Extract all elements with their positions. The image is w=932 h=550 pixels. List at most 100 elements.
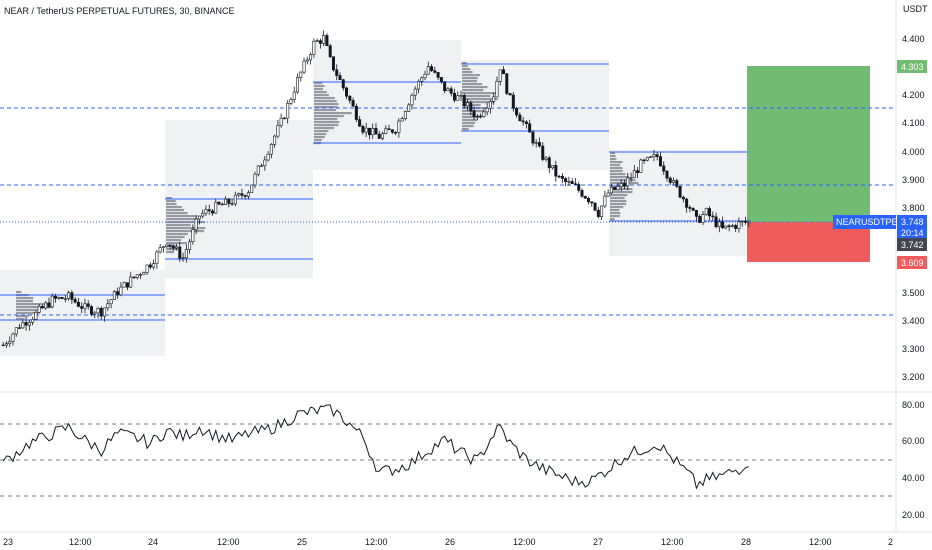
- candle-body: [358, 119, 362, 127]
- volume-profile-bar: [610, 176, 630, 179]
- candle-body: [197, 215, 201, 220]
- candle-body: [263, 159, 267, 167]
- entry-price-label: 3.748: [901, 217, 924, 227]
- candle-body: [743, 220, 747, 223]
- candle-body: [387, 128, 391, 131]
- time-tick-label: 23: [3, 537, 13, 547]
- candle-body: [243, 195, 247, 197]
- candle-body: [318, 40, 322, 44]
- volume-profile-bar: [462, 71, 473, 74]
- symbol-tag-label: NEARUSDTPERP: [836, 217, 910, 227]
- candle-body: [83, 303, 87, 309]
- candle-body: [125, 282, 129, 288]
- candle-body: [544, 157, 548, 160]
- candle-body: [400, 118, 404, 122]
- candle-body: [528, 123, 532, 133]
- candle-body: [224, 198, 228, 205]
- volume-profile-bar: [462, 68, 471, 71]
- volume-profile-bar: [16, 306, 53, 309]
- candle-body: [655, 154, 659, 157]
- candle-body: [698, 216, 702, 223]
- entry-price-tag: [897, 215, 927, 239]
- candle-body: [708, 208, 712, 217]
- volume-profile-bar: [462, 62, 467, 65]
- candle-body: [632, 170, 636, 178]
- time-tick-label: 12:00: [809, 537, 832, 547]
- last-price-tag: [897, 238, 927, 251]
- candle-body: [390, 129, 394, 133]
- candle-body: [652, 154, 656, 158]
- volume-profile-bar: [314, 118, 338, 121]
- volume-profile-bar: [610, 200, 627, 203]
- candle-body: [168, 244, 172, 247]
- candle-body: [171, 245, 175, 249]
- candle-body: [181, 257, 185, 259]
- candle-body: [416, 81, 420, 90]
- volume-profile-bar: [462, 122, 475, 125]
- candle-body: [721, 221, 725, 229]
- candle-body: [426, 66, 430, 75]
- stop-price-tag: [897, 256, 927, 269]
- volume-profile-bar: [610, 215, 620, 218]
- candle-body: [312, 40, 316, 55]
- candle-body: [452, 92, 456, 101]
- candle-body: [276, 125, 280, 137]
- volume-profile-bar: [462, 128, 469, 131]
- volume-profile-bar: [314, 94, 329, 97]
- price-tick-label: 3.200: [902, 372, 925, 382]
- candle-body: [436, 72, 440, 78]
- candle-body: [410, 94, 414, 106]
- volume-profile-bar: [166, 203, 177, 206]
- candle-body: [371, 128, 375, 136]
- candle-body: [498, 69, 502, 82]
- volume-profile-bar: [314, 121, 340, 124]
- price-tick-label: 3.800: [902, 203, 925, 213]
- volume-profile-bar: [166, 215, 198, 218]
- candle-body: [67, 292, 71, 299]
- price-tick-label: 3.400: [902, 316, 925, 326]
- volume-profile-bar: [16, 303, 48, 306]
- candle-body: [423, 73, 427, 79]
- symbol-tag: [833, 215, 896, 229]
- volume-profile-bar: [462, 101, 495, 104]
- candle-body: [590, 201, 594, 204]
- candle-body: [580, 190, 584, 197]
- price-tick-label: 3.300: [902, 344, 925, 354]
- candle-body: [305, 59, 309, 62]
- volume-profile-bar: [314, 112, 352, 115]
- take-profit-zone[interactable]: [747, 66, 870, 222]
- target-price-label: 4.303: [901, 62, 924, 72]
- candle-body: [279, 117, 283, 126]
- candle-body: [364, 127, 368, 133]
- candle-body: [227, 198, 231, 204]
- candle-body: [466, 102, 470, 107]
- price-tick-label: 4.100: [902, 118, 925, 128]
- candle-body: [119, 286, 123, 296]
- candle-body: [734, 225, 738, 229]
- stop-price-label: 3.609: [901, 258, 924, 268]
- candle-body: [488, 101, 492, 109]
- candle-body: [269, 144, 273, 155]
- volume-profile-bar: [610, 161, 623, 164]
- candle-body: [37, 306, 41, 313]
- volume-profile-bar: [314, 103, 339, 106]
- candle-body: [626, 177, 630, 187]
- candle-body: [629, 177, 633, 179]
- volume-profile-bar: [462, 86, 488, 89]
- candle-body: [63, 298, 67, 300]
- candle-body: [534, 142, 538, 144]
- volume-profile-bar: [16, 297, 34, 300]
- candle-body: [541, 145, 545, 160]
- candle-body: [282, 117, 286, 120]
- volume-profile-bar: [462, 77, 478, 80]
- candle-body: [668, 177, 672, 183]
- candle-body: [403, 111, 407, 119]
- candle-body: [295, 77, 299, 93]
- candle-body: [145, 264, 149, 273]
- candle-body: [717, 221, 721, 228]
- volume-profile-bar: [610, 179, 636, 182]
- candle-body: [103, 307, 107, 317]
- candle-body: [665, 170, 669, 179]
